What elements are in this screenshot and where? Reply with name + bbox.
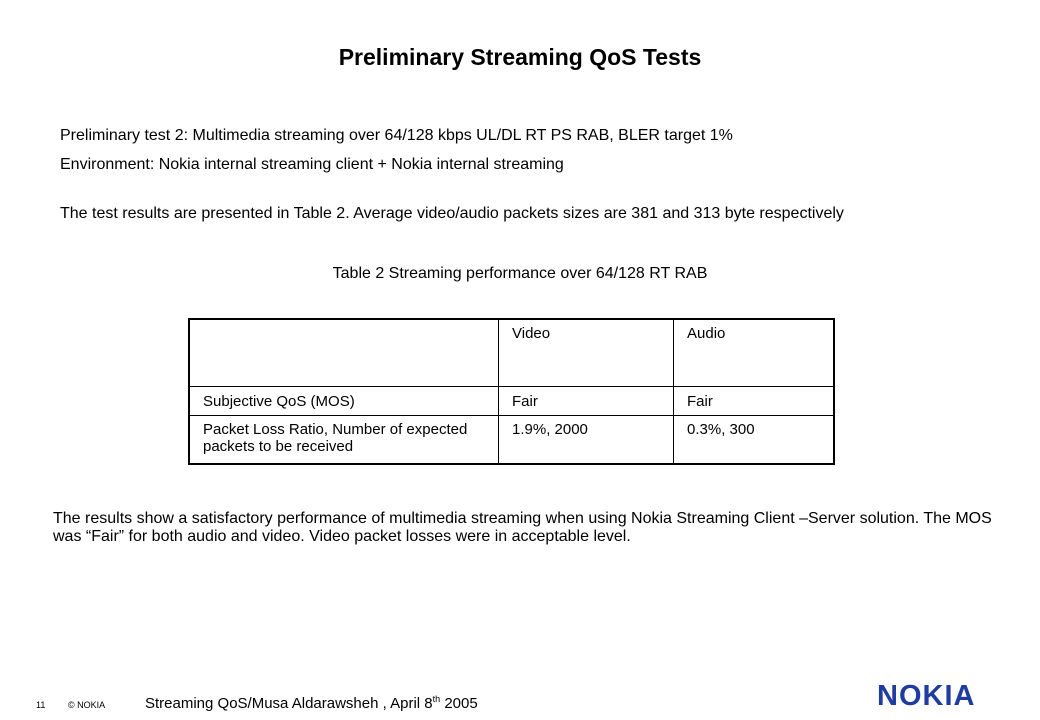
results-table: Video Audio Subjective QoS (MOS) Fair Fa… (188, 318, 835, 465)
slide-title: Preliminary Streaming QoS Tests (338, 44, 702, 70)
cell-loss-video: 1.9%, 2000 (498, 415, 674, 465)
page-number: 11 (36, 700, 46, 710)
cell-loss-audio: 0.3%, 300 (673, 415, 835, 465)
footer-caption-year: 2005 (440, 695, 478, 712)
nokia-logo: NOKIA (877, 680, 976, 712)
footer-caption: Streaming QoS/Musa Aldarawsheh , April 8… (145, 694, 478, 712)
table-header-row: Video Audio (188, 318, 835, 387)
header-cell-empty (188, 318, 499, 387)
header-cell-video: Video (498, 318, 674, 387)
table-row: Subjective QoS (MOS) Fair Fair (188, 386, 835, 416)
test-description: Preliminary test 2: Multimedia streaming… (60, 127, 733, 144)
cell-mos-video: Fair (498, 386, 674, 416)
footer-caption-main: Streaming QoS/Musa Aldarawsheh , April 8 (145, 695, 433, 712)
table-caption: Table 2 Streaming performance over 64/12… (332, 265, 708, 282)
row-label-packet-loss: Packet Loss Ratio, Number of expected pa… (188, 415, 499, 465)
copyright: © NOKIA (68, 700, 106, 710)
cell-mos-audio: Fair (673, 386, 835, 416)
environment-description: Environment: Nokia internal streaming cl… (60, 156, 564, 173)
footer-caption-sup: th (432, 694, 441, 704)
results-summary: The results show a satisfactory performa… (53, 510, 992, 545)
header-cell-audio: Audio (673, 318, 835, 387)
row-label-mos: Subjective QoS (MOS) (188, 386, 499, 416)
table-row: Packet Loss Ratio, Number of expected pa… (188, 415, 835, 465)
results-intro: The test results are presented in Table … (60, 205, 844, 222)
